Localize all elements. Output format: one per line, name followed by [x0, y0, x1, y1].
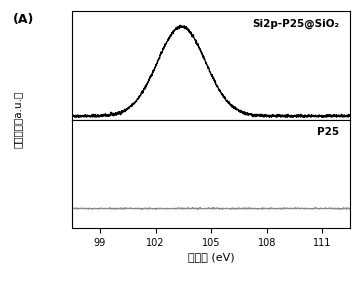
Text: 相对强度（a.u.）: 相对强度（a.u.）	[13, 91, 23, 148]
Text: (A): (A)	[13, 13, 34, 26]
Text: Si2p-P25@SiO₂: Si2p-P25@SiO₂	[252, 19, 339, 29]
X-axis label: 结合能 (eV): 结合能 (eV)	[188, 252, 235, 262]
Text: P25: P25	[317, 127, 339, 137]
